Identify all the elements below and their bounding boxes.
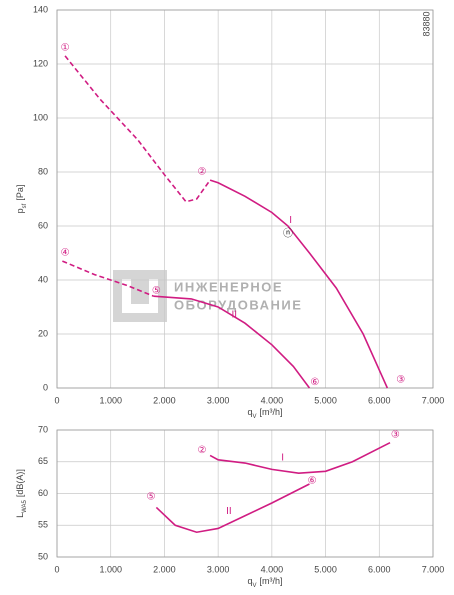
y-tick-label: 60 — [38, 220, 48, 230]
annotation: ④ — [61, 248, 70, 259]
x-axis-label-sub: V — [252, 414, 256, 420]
curve — [209, 441, 391, 474]
x-axis-label-unit: [m³/h] — [260, 576, 283, 586]
x-tick-label: 2.000 — [153, 395, 176, 405]
y-tick-label: 80 — [38, 166, 48, 176]
x-tick-label: 5.000 — [314, 564, 337, 574]
annotation: ② — [198, 167, 207, 178]
x-axis-label-sub: V — [252, 583, 256, 589]
x-tick-label: 1.000 — [99, 564, 122, 574]
curve — [64, 55, 211, 203]
annotation: I — [281, 453, 284, 464]
x-axis-label: qV [m³/h] — [247, 407, 282, 419]
watermark-text: ИНЖЕНЕРНОЕ — [174, 279, 283, 294]
y-tick-label: 100 — [33, 112, 48, 122]
x-tick-label: 7.000 — [422, 564, 445, 574]
curve — [155, 483, 310, 534]
annotation: ⑥ — [308, 475, 317, 486]
y-axis-label: LWA5 [dB(A)] — [15, 469, 27, 518]
annotation: I — [289, 215, 292, 226]
x-tick-label: 3.000 — [207, 395, 230, 405]
watermark-text: ОБОРУДОВАНИЕ — [174, 297, 302, 312]
annotation: ⑥ — [310, 377, 319, 388]
y-tick-label: 40 — [38, 274, 48, 284]
x-axis-label-main: q — [247, 407, 252, 417]
x-tick-label: 2.000 — [153, 564, 176, 574]
y-tick-label: 70 — [38, 424, 48, 434]
figure-code: 83880 — [421, 11, 431, 36]
curve — [62, 260, 154, 297]
x-tick-label: 6.000 — [368, 564, 391, 574]
curve — [153, 295, 311, 389]
y-axis-label-unit: [dB(A)] — [15, 469, 25, 497]
x-tick-label: 6.000 — [368, 395, 391, 405]
y-axis-label-unit: [Pa] — [15, 185, 25, 201]
x-tick-label: 0 — [54, 395, 59, 405]
annotation: ③ — [391, 430, 400, 441]
y-axis-label-sub: sf — [22, 203, 28, 208]
x-axis-label-main: q — [247, 576, 252, 586]
curve — [209, 179, 389, 389]
annotation: ⑤ — [147, 491, 156, 502]
y-axis-label-main: p — [15, 208, 25, 213]
x-tick-label: 4.000 — [261, 564, 284, 574]
annotation: ① — [61, 42, 70, 53]
x-tick-label: 4.000 — [261, 395, 284, 405]
annotation: II — [226, 506, 232, 517]
y-tick-label: 20 — [38, 328, 48, 338]
x-tick-label: 0 — [54, 564, 59, 574]
annotation: ② — [198, 445, 207, 456]
y-tick-label: 50 — [38, 551, 48, 561]
x-tick-label: 7.000 — [422, 395, 445, 405]
annotation: ⑤ — [152, 285, 161, 296]
y-axis-label: psf [Pa] — [15, 185, 27, 214]
plot-frame — [56, 429, 434, 558]
y-axis-label-sub: WA5 — [22, 499, 28, 512]
y-tick-label: 120 — [33, 58, 48, 68]
x-axis-label: qV [m³/h] — [247, 576, 282, 588]
x-tick-label: 1.000 — [99, 395, 122, 405]
x-axis-label-unit: [m³/h] — [260, 407, 283, 417]
x-tick-label: 3.000 — [207, 564, 230, 574]
plot-frame — [56, 9, 434, 389]
annotation: ③ — [396, 375, 405, 386]
x-tick-label: 5.000 — [314, 395, 337, 405]
y-tick-label: 55 — [38, 520, 48, 530]
y-tick-label: 60 — [38, 488, 48, 498]
y-tick-label: 140 — [33, 4, 48, 14]
annotation: II — [231, 310, 237, 321]
y-tick-label: 65 — [38, 456, 48, 466]
annotation: ⓝ — [283, 228, 293, 240]
y-axis-label-main: L — [15, 513, 25, 518]
y-tick-label: 0 — [43, 382, 48, 392]
